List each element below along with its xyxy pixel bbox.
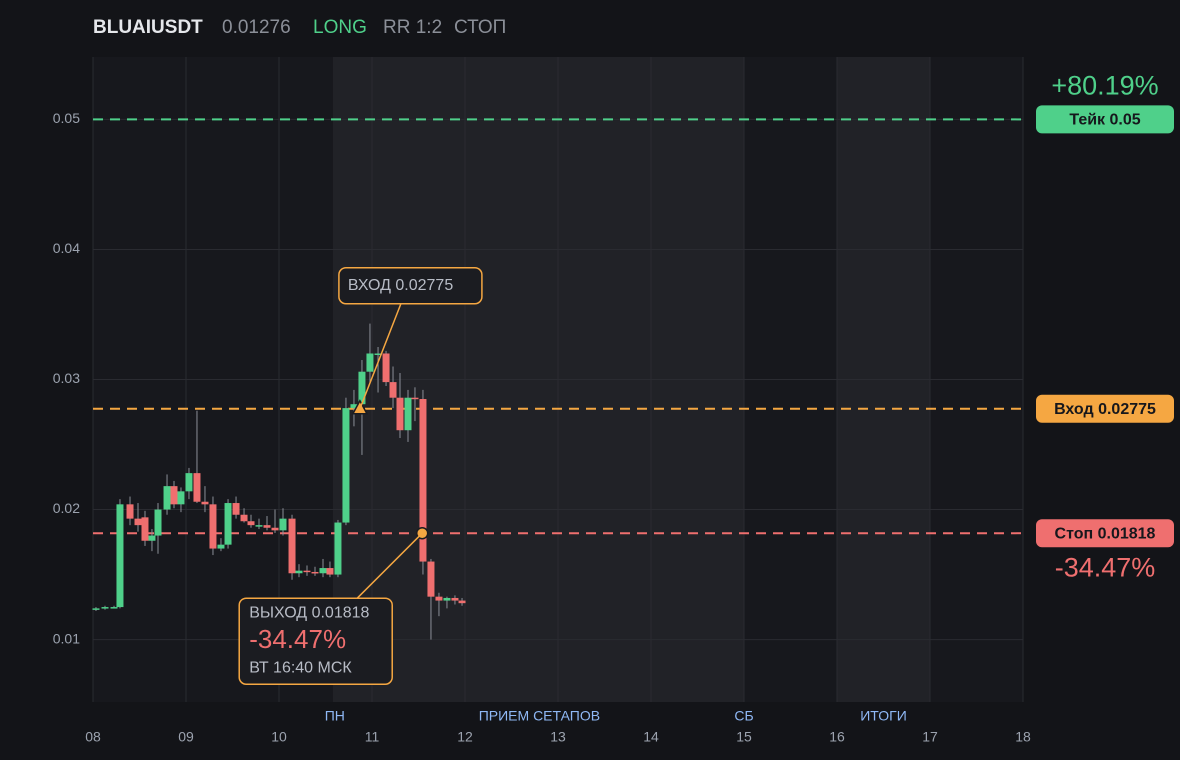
entry-callout-label: ВХОД 0.02775	[348, 277, 453, 294]
y-tick-label: 0.03	[53, 370, 80, 386]
candle-body	[247, 521, 255, 526]
session-label: ПРИЕМ СЕТАПОВ	[479, 708, 600, 724]
candle-body	[170, 486, 178, 505]
candle-body	[148, 535, 156, 541]
x-tick-label: 09	[178, 729, 194, 745]
level-label: Тейк 0.05	[1069, 112, 1140, 129]
candle-body	[240, 514, 248, 522]
level-change: +80.19%	[1051, 71, 1158, 101]
candle-body	[295, 570, 303, 574]
level-badge	[1036, 519, 1174, 548]
candle-body	[435, 596, 443, 601]
candle-body	[358, 371, 366, 405]
level-badge	[1036, 394, 1174, 423]
x-tick-label: 11	[365, 729, 380, 745]
x-tick-label: 18	[1015, 729, 1031, 745]
x-tick-label: 12	[457, 729, 473, 745]
candle-body	[116, 504, 124, 608]
exit-callout-change: -34.47%	[249, 624, 346, 654]
session-label: ИТОГИ	[860, 708, 907, 724]
candle-body	[288, 518, 296, 574]
candle-body	[451, 597, 459, 601]
session-label: СБ	[734, 708, 753, 724]
candle-body	[350, 404, 358, 409]
marks-layer	[92, 118, 1023, 640]
y-tick-label: 0.04	[53, 240, 80, 256]
candle-body	[201, 501, 209, 505]
candle-body	[126, 504, 134, 519]
level-label: Стоп 0.01818	[1055, 525, 1156, 542]
y-tick-label: 0.01	[53, 630, 80, 646]
candle-body	[419, 399, 427, 562]
y-tick-label: 0.02	[53, 500, 80, 516]
entry-callout	[338, 267, 483, 305]
candle-body	[263, 525, 271, 528]
candle-body	[193, 473, 201, 502]
callout-connector	[359, 303, 402, 410]
candle-body	[427, 561, 435, 597]
side: LONG	[313, 17, 367, 38]
status: СТОП	[454, 17, 506, 38]
exit-callout-time: ВТ 16:40 МСК	[249, 659, 352, 676]
candle-body	[232, 503, 240, 515]
candle-body	[319, 568, 327, 574]
candle-body	[185, 473, 193, 492]
candle-body	[163, 486, 171, 510]
candle-body	[141, 517, 149, 541]
x-tick-label: 16	[829, 729, 845, 745]
candle-body	[389, 382, 397, 398]
candle-body	[154, 509, 162, 536]
candle-body	[382, 353, 390, 383]
callout-connector	[356, 532, 423, 599]
candle-body	[209, 504, 217, 549]
candle-body	[443, 597, 451, 601]
symbol: BLUAIUSDT	[93, 17, 203, 38]
candle-body	[334, 522, 342, 575]
candle-body	[271, 527, 279, 531]
exit-callout-label: ВЫХОД 0.01818	[249, 604, 369, 621]
risk-reward: RR 1:2	[383, 17, 442, 38]
x-tick-label: 17	[922, 729, 938, 745]
candle-body	[404, 397, 412, 431]
labels-layer: 0.01 0.02 0.03 0.04 0.05 08 09 10 11 12 13 14 15 16 17…	[53, 71, 1174, 745]
x-tick-label: 10	[271, 729, 287, 745]
x-tick-label: 13	[550, 729, 566, 745]
x-tick-label: 15	[736, 729, 752, 745]
candle-body	[255, 525, 263, 527]
session-label: ПН	[325, 708, 345, 724]
candle-body	[110, 607, 118, 609]
x-tick-label: 14	[643, 729, 659, 745]
exit-callout	[238, 597, 393, 685]
candle-body	[342, 408, 350, 523]
level-label: Вход 0.02775	[1054, 401, 1156, 418]
candle-body	[374, 353, 382, 355]
candle-body	[134, 518, 142, 526]
candle-body	[92, 608, 100, 610]
candle-body	[411, 397, 419, 400]
y-tick-label: 0.05	[53, 110, 80, 126]
candle-body	[217, 544, 225, 549]
candle-body	[458, 600, 466, 604]
candle-body	[177, 491, 185, 505]
level-change: -34.47%	[1055, 552, 1156, 582]
candle-body	[101, 607, 109, 609]
candle-body	[303, 570, 311, 573]
candle-body	[366, 353, 374, 372]
price: 0.01276	[222, 17, 291, 38]
candle-body	[396, 397, 404, 431]
candle-body	[224, 503, 232, 545]
level-badge	[1036, 105, 1174, 134]
x-tick-label: 08	[85, 729, 101, 745]
candle-body	[279, 518, 287, 531]
candle-body	[326, 568, 334, 575]
candle-body	[311, 571, 319, 574]
